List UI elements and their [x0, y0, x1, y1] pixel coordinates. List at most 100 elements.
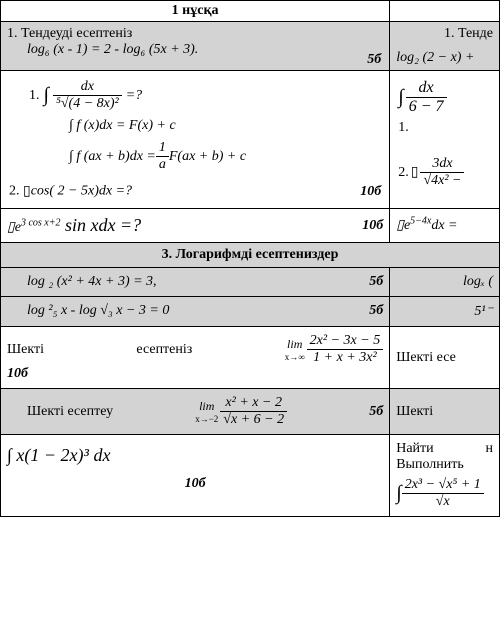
p5-eq: log ²₅ x - log √₃ x − 3 = 0 — [7, 303, 169, 319]
p8r-frac: 2x³ − √x⁵ + 1 √x — [402, 477, 484, 510]
box3r: ▯ — [396, 218, 404, 233]
p8r-fn: 2x³ − √x⁵ + 1 — [402, 477, 484, 494]
problem1-eq: log₆ (x - 1) = 2 - log₆ (5x + 3). — [7, 42, 383, 58]
box-sym2: ▯ — [411, 164, 419, 181]
problem1-title: 1. Тендеуді есептеніз — [7, 26, 383, 42]
int-sym-r1: ∫ — [398, 86, 403, 109]
p2-frac1-num: dx — [53, 79, 122, 96]
problem7-right: Шекті — [390, 389, 500, 435]
problem3-left: ▯e3 cos x+2 sin xdx =? 10б — [1, 209, 390, 243]
worksheet-table: 1 нұсқа 1. Тендеуді есептеніз log₆ (x - … — [0, 0, 500, 517]
p2-f2n: 1 — [156, 140, 169, 157]
p8r-l2: Выполнить — [396, 457, 493, 473]
p8r-fd: √x — [402, 494, 484, 510]
p5-score: 5б — [369, 303, 383, 319]
p2-frac1: dx ⁵√(4 − 8x)² — [53, 79, 122, 112]
p2-f2a: ∫ f (ax + b)dx = — [69, 149, 156, 165]
p3-eq: ▯e3 cos x+2 sin xdx =? — [7, 215, 141, 236]
problem1-score: 5б — [367, 52, 381, 68]
problem8-row: ∫ x(1 − 2x)³ dx 10б Найти н Выполнить ∫ … — [1, 435, 500, 517]
p6-lim: lim — [285, 337, 305, 352]
p8r-l1b: н — [486, 441, 494, 457]
problem5-row: log ²₅ x - log √₃ x − 3 = 0 5б 5¹⁻ — [1, 297, 500, 327]
p3-score: 10б — [362, 218, 383, 234]
problem5-left: log ²₅ x - log √₃ x − 3 = 0 5б — [1, 297, 390, 327]
p6-frac: 2x² − 3x − 5 1 + x + 3x² — [307, 333, 384, 366]
p6-limsub: x→∞ — [285, 352, 305, 362]
p3-exp: 3 cos x+2 — [21, 217, 61, 228]
p2-f2b: F(ax + b) + c — [169, 149, 246, 165]
problem7-left: Шекті есептеу lim x→−2 x² + x − 2 √x + 6… — [1, 389, 390, 435]
p6r-text: Шекті есе — [396, 350, 456, 365]
problem1-left: 1. Тендеуді есептеніз log₆ (x - 1) = 2 -… — [1, 22, 390, 71]
problem3-row: ▯e3 cos x+2 sin xdx =? 10б ▯e5−4xdx = — [1, 209, 500, 243]
p2r-f1d: 6 − 7 — [406, 98, 447, 116]
problem5-right: 5¹⁻ — [390, 297, 500, 327]
p2-f2d: a — [156, 157, 169, 173]
p8r-l1a: Найти — [396, 441, 433, 457]
p3r-exp: 5−4x — [410, 215, 431, 226]
p2r-f1n: dx — [406, 79, 447, 98]
p8-eq: ∫ x(1 − 2x)³ dx — [7, 445, 383, 466]
p7-fd: √x + 6 − 2 — [220, 412, 287, 428]
problem7-row: Шекті есептеу lim x→−2 x² + x − 2 √x + 6… — [1, 389, 500, 435]
p7-limsub: x→−2 — [195, 414, 218, 424]
box3: ▯ — [7, 220, 15, 235]
p6-fn: 2x² − 3x − 5 — [307, 333, 384, 350]
header-variant1: 1 нұсқа — [1, 1, 390, 22]
p2-eq2: cos( 2 − 5x)dx =? — [31, 184, 132, 199]
p7-lim: lim — [195, 399, 218, 414]
p7r-text: Шекті — [396, 404, 433, 419]
p3-rest: sin xdx =? — [60, 215, 141, 235]
p2-num2: 2. — [9, 184, 20, 199]
problem8-right: Найти н Выполнить ∫ 2x³ − √x⁵ + 1 √x — [390, 435, 500, 517]
problem1r-eq: log₂ (2 − x) + — [396, 50, 493, 66]
header-right — [390, 1, 500, 22]
p2-score: 10б — [360, 184, 381, 200]
problem2-left: 1. ∫ dx ⁵√(4 − 8x)² =? ∫ f (x)dx = F(x) … — [1, 71, 390, 209]
p2r-frac1: dx 6 − 7 — [406, 79, 447, 116]
problem3-right: ▯e5−4xdx = — [390, 209, 500, 243]
p4-eq: log ₂ (x² + 4x + 3) = 3, — [7, 274, 157, 290]
problem4-left: log ₂ (x² + 4x + 3) = 3, 5б — [1, 268, 390, 297]
p5r-eq: 5¹⁻ — [474, 304, 493, 319]
problem1-row: 1. Тендеуді есептеніз log₆ (x - 1) = 2 -… — [1, 22, 500, 71]
box-sym: ▯ — [23, 184, 31, 199]
header-row: 1 нұсқа — [1, 1, 500, 22]
p6-score: 10б — [7, 366, 383, 382]
p7-fn: x² + x − 2 — [220, 395, 287, 412]
p6-label1: Шекті — [7, 342, 44, 358]
p2r-f2n: 3dx — [420, 156, 464, 173]
p2r-num1: 1. — [398, 120, 491, 136]
section3-title: 3. Логарифмді есептениздер — [1, 243, 500, 268]
problem6-row: Шекті есептеніз lim x→∞ 2x² − 3x − 5 1 +… — [1, 327, 500, 389]
p7-label: Шекті есептеу — [27, 404, 113, 420]
p6-fd: 1 + x + 3x² — [307, 350, 384, 366]
problem6-right: Шекті есе — [390, 327, 500, 389]
p2-frac1-den: ⁵√(4 − 8x)² — [53, 96, 122, 112]
problem8-left: ∫ x(1 − 2x)³ dx 10б — [1, 435, 390, 517]
p2-formula1: ∫ f (x)dx = F(x) + c — [69, 118, 381, 134]
section3-row: 3. Логарифмді есептениздер — [1, 243, 500, 268]
int-sym1: ∫ — [44, 84, 49, 107]
p7-frac: x² + x − 2 √x + 6 − 2 — [220, 395, 287, 428]
p4r-eq: logₓ ( — [463, 274, 493, 289]
problem6-left: Шекті есептеніз lim x→∞ 2x² − 3x − 5 1 +… — [1, 327, 390, 389]
problem4-right: logₓ ( — [390, 268, 500, 297]
p6-label2: есептеніз — [136, 342, 192, 358]
p2-num1: 1. — [29, 88, 40, 104]
problem2-right: ∫ dx 6 − 7 1. 2. ▯ 3dx √4x² − — [390, 71, 500, 209]
p2-eqq: =? — [126, 88, 142, 104]
problem1r-title: 1. Тенде — [396, 26, 493, 42]
p3r: ▯e5−4xdx = — [396, 218, 457, 233]
p2-f2-frac: 1 a — [156, 140, 169, 173]
p3r-rest: dx = — [431, 218, 457, 233]
p2r-f2d: √4x² − — [420, 173, 464, 189]
problem4-row: log ₂ (x² + 4x + 3) = 3, 5б logₓ ( — [1, 268, 500, 297]
p4-score: 5б — [369, 274, 383, 290]
p7-score: 5б — [369, 404, 383, 420]
p2r-num2: 2. — [398, 165, 409, 181]
problem1-right: 1. Тенде log₂ (2 − x) + — [390, 22, 500, 71]
p2r-frac2: 3dx √4x² − — [420, 156, 464, 189]
p8-score: 10б — [7, 476, 383, 492]
